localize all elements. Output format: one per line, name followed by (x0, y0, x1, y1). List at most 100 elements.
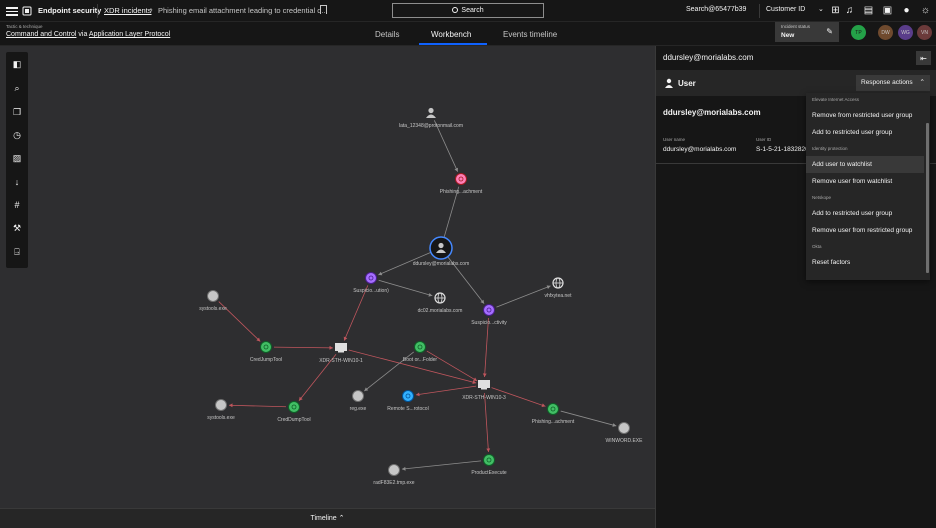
download-icon[interactable]: ↓ (14, 177, 20, 187)
hamburger-menu-icon[interactable] (6, 5, 18, 17)
user-name-label: User name (663, 137, 686, 142)
node-label: ddursley@morialabs.com (413, 261, 469, 267)
graph-edge (298, 354, 337, 401)
graph-node-ddursley[interactable]: ddursley@morialabs.com (413, 236, 469, 267)
collapse-panel-icon[interactable]: ⇤ (916, 51, 931, 65)
help-icon[interactable]: ▣ (882, 5, 893, 16)
chevron-down-icon[interactable]: ⌄ (818, 6, 824, 13)
node-label: CredJumpTool (250, 357, 282, 363)
menu-item[interactable]: Add to restricted user group (812, 210, 893, 217)
graph-edge (273, 346, 334, 349)
graph-node-systools2[interactable]: systools.exe (207, 399, 235, 422)
node-glyph (263, 344, 269, 350)
menu-item[interactable]: Remove user from restricted group (812, 227, 913, 234)
graph-node-bootfolder[interactable]: Boot or...Folder (403, 341, 438, 364)
edge-arrowhead (428, 292, 433, 297)
tactic-link[interactable]: Command and Control (6, 31, 77, 38)
graph-node-vhfxy[interactable]: vhfxytea.net (545, 277, 573, 299)
collaborator-avatar[interactable]: VN (917, 25, 932, 40)
edge-arrowhead (415, 392, 420, 397)
graph-node-susp2[interactable]: Suspicio...ctivity (471, 304, 507, 327)
copy-icon[interactable]: ❐ (12, 106, 22, 117)
incident-status-field[interactable]: Incident status New ✎ (775, 22, 839, 42)
image-icon[interactable]: ▨ (12, 152, 22, 163)
menu-item[interactable]: Reset factors (812, 259, 851, 266)
incident-title: Phishing email attachment leading to cre… (158, 6, 328, 15)
node-glyph (550, 406, 556, 412)
graph-node-lata[interactable]: lata_12348@protonmail.com (399, 107, 463, 129)
menu-scrollbar[interactable] (926, 123, 929, 273)
node-label: Phishing...achment (440, 189, 483, 195)
collaborator-avatar[interactable]: DW (878, 25, 893, 40)
sub-header: Tactic & technique Command and Control v… (0, 22, 936, 46)
graph-edge (445, 254, 485, 304)
tab-events-timeline[interactable]: Events timeline (503, 30, 558, 39)
graph-node-xdr3[interactable]: XDR-STH-WIN10-3 (462, 380, 506, 401)
menu-item[interactable]: Remove user from watchlist (812, 178, 893, 185)
zoom-search-icon[interactable]: ⌕ (14, 82, 20, 93)
export-icon[interactable]: ⍈ (14, 246, 20, 257)
graph-node-susp1[interactable]: Suspicio...ution) (353, 272, 389, 295)
menu-item[interactable]: Add to restricted user group (812, 129, 893, 136)
collaborator-avatar[interactable]: TP (851, 25, 866, 40)
chevron-up-icon: ⌃ (338, 515, 345, 522)
graph-node-rad[interactable]: radF83E2.tmp.exe (373, 464, 415, 487)
graph-edge (378, 279, 433, 297)
graph-node-xdr1[interactable]: XDR-STH-WIN10-1 (319, 343, 363, 364)
incident-status-value: New (781, 32, 795, 39)
response-actions-button[interactable]: Response actions ⌃ (856, 75, 930, 91)
breadcrumb-xdr-incidents[interactable]: XDR incidents (104, 6, 152, 15)
edge-arrowhead (329, 345, 334, 350)
graph-node-remote[interactable]: Remote S...rotocol (387, 390, 429, 413)
technique-link[interactable]: Application Layer Protocol (88, 31, 171, 38)
graph-node-systools1[interactable]: systools.exe (199, 290, 227, 313)
node-glyph (417, 344, 423, 350)
customer-id-dropdown[interactable]: Customer ID (766, 6, 806, 13)
apps-icon[interactable]: ⊞ (831, 5, 840, 16)
graph-edge (442, 186, 460, 241)
host-screen (335, 343, 347, 351)
grid-icon[interactable]: # (14, 200, 20, 210)
timeline-bar[interactable]: Timeline ⌃ (0, 508, 655, 528)
graph-node-dc02[interactable]: dc02.morialabs.com (418, 292, 463, 314)
graph-node-creddump[interactable]: CredDumpTool (277, 401, 311, 424)
node-label: Remote S...rotocol (387, 406, 428, 412)
graph-node-credjump[interactable]: CredJumpTool (250, 341, 282, 364)
user-profile-icon[interactable]: ● (903, 5, 910, 16)
user-name-value: ddursley@morialabs.com (663, 146, 737, 153)
node-label: Suspicio...ctivity (471, 320, 507, 326)
panel-toggle-icon[interactable]: ◧ (12, 58, 22, 69)
node-label: XDR-STH-WIN10-1 (319, 358, 363, 364)
collaborator-avatar[interactable]: WG (898, 25, 913, 40)
theme-toggle-icon[interactable]: ☼ (920, 5, 931, 16)
graph-node-prodexec[interactable]: ProductExecute (471, 454, 507, 477)
user-email: ddursley@morialabs.com (663, 108, 761, 117)
tools-icon[interactable]: ⚒ (12, 222, 22, 233)
graph-node-winword[interactable]: WINWORD.EXE (606, 422, 644, 445)
workbench-canvas[interactable]: lata_12348@protonmail.com Phishing...achm… (0, 46, 655, 528)
notification-bell-icon[interactable]: ♫ (845, 5, 854, 16)
node-label: dc02.morialabs.com (418, 308, 463, 314)
history-icon[interactable]: ◷ (13, 129, 21, 140)
tab-workbench[interactable]: Workbench (431, 30, 472, 39)
user-search-id[interactable]: Search@65477b39 (686, 6, 747, 13)
graph-node-phish-att[interactable]: Phishing...achment (440, 173, 483, 196)
edit-pencil-icon[interactable]: ✎ (826, 27, 833, 36)
menu-item[interactable]: Remove from restricted user group (812, 112, 913, 119)
tab-details[interactable]: Details (375, 30, 400, 39)
graph-edge (228, 404, 287, 408)
node-label: vhfxytea.net (545, 293, 573, 299)
chat-icon[interactable]: ▤ (863, 5, 874, 16)
search-button[interactable]: Search (392, 3, 544, 18)
investigation-graph[interactable]: lata_12348@protonmail.com Phishing...achm… (0, 46, 655, 508)
graph-edge (491, 387, 546, 407)
graph-edge (496, 285, 551, 308)
menu-item[interactable]: Add user to watchlist (806, 156, 924, 173)
graph-node-phish2[interactable]: Phishing...achment (532, 403, 575, 426)
graph-edge (433, 120, 459, 172)
bookmark-icon[interactable] (320, 5, 327, 14)
tactic-technique: Command and Control via Application Laye… (6, 31, 170, 38)
node-dot (352, 390, 364, 402)
node-dot (483, 454, 495, 466)
graph-node-regexe[interactable]: reg.exe (350, 390, 367, 413)
